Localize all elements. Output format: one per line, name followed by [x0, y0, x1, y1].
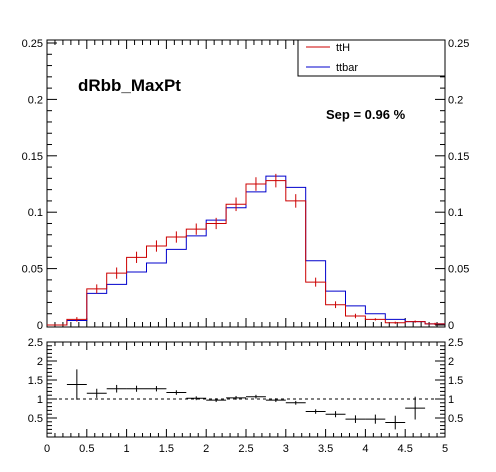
main-y-tick-label: 0.2 — [28, 94, 43, 106]
ratio-y-tick-label: 1 — [37, 394, 43, 406]
ratio-y-tick-label-right: 1 — [448, 394, 454, 406]
ratio-points — [47, 369, 445, 430]
histogram-title: dRbb_MaxPt — [78, 76, 181, 95]
ratio-y-tick-label: 2 — [37, 356, 43, 368]
ratio-y-tick-label: 1.5 — [28, 375, 43, 387]
hist-line-ttH — [47, 180, 445, 326]
main-y-tick-label-right: 0.15 — [448, 151, 469, 163]
ratio-y-tick-label-right: 1.5 — [448, 375, 463, 387]
ratio-x-tick-label: 4 — [362, 443, 368, 455]
main-y-tick-label: 0.1 — [28, 207, 43, 219]
ratio-x-tick-label: 2 — [203, 443, 209, 455]
main-histograms — [47, 173, 445, 326]
ratio-x-tick-label: 0.5 — [79, 443, 94, 455]
legend-label-tth: ttH — [336, 42, 350, 54]
main-y-tick-label: 0.15 — [22, 151, 43, 163]
main-y-tick-label-right: 0 — [448, 320, 454, 332]
ratio-x-tick-label: 4.5 — [398, 443, 413, 455]
main-y-tick-label: 0.25 — [22, 38, 43, 50]
ratio-y-tick-label-right: 2 — [448, 356, 454, 368]
ratio-x-tick-label: 5 — [442, 443, 448, 455]
ratio-x-tick-label: 3.5 — [318, 443, 333, 455]
ratio-x-tick-label: 1.5 — [159, 443, 174, 455]
ratio-x-tick-label: 1 — [124, 443, 130, 455]
main-y-tick-label-right: 0.05 — [448, 264, 469, 276]
legend-box — [297, 39, 446, 77]
ratio-y-tick-label: 2.5 — [28, 337, 43, 349]
ratio-x-tick-label: 0 — [44, 443, 50, 455]
main-y-tick-label-right: 0.1 — [448, 207, 463, 219]
ratio-ticks: 0.5 0.5 1 1 1.5 1.5 2 2 2.5 2.5 0 0.5 1 1.5 2 2.5 3 3.5 4 4… — [28, 337, 464, 455]
separation-annotation: Sep = 0.96 % — [326, 107, 406, 122]
main-y-tick-label: 0.05 — [22, 264, 43, 276]
ratio-y-tick-label: 0.5 — [28, 413, 43, 425]
ratio-y-tick-label-right: 0.5 — [448, 413, 463, 425]
main-panel: 0 0 0.05 0.05 0.1 0.1 0.15 0.15 0.2 0.2 0.25 0.25 d… — [22, 38, 470, 332]
ratio-panel: 0.5 0.5 1 1 1.5 1.5 2 2 2.5 2.5 0 0.5 1 1.5 2 2.5 3 3.5 4 4… — [28, 337, 464, 455]
legend: ttH ttbar — [297, 39, 446, 77]
main-y-tick-label-right: 0.2 — [448, 94, 463, 106]
main-y-tick-label: 0 — [37, 320, 43, 332]
ratio-x-tick-label: 2.5 — [238, 443, 253, 455]
ratio-y-tick-label-right: 2.5 — [448, 337, 463, 349]
legend-label-ttbar: ttbar — [336, 62, 358, 74]
ratio-x-tick-label: 3 — [283, 443, 289, 455]
main-y-tick-label-right: 0.25 — [448, 38, 469, 50]
